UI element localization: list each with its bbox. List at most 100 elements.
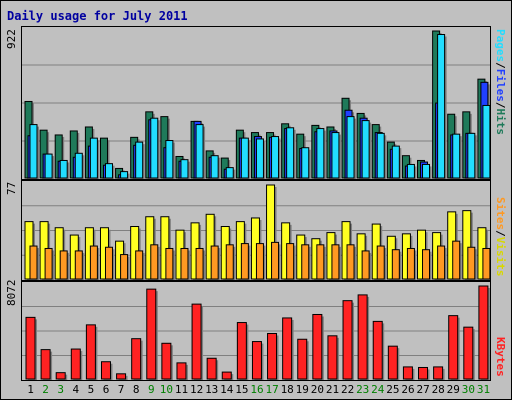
bar-sites (452, 240, 461, 280)
bar-kbytes (342, 300, 353, 380)
bar-sites (331, 244, 340, 280)
bar-kbytes (418, 366, 429, 380)
bar-hits (452, 133, 461, 179)
bar-kbytes (116, 373, 127, 380)
day-label: 25 (386, 383, 400, 396)
bar-sites (135, 250, 144, 280)
day-label: 4 (72, 383, 80, 396)
bar-sites (346, 244, 355, 280)
day-label: 24 (371, 383, 385, 396)
bar-hits (210, 155, 219, 179)
bar-hits (120, 171, 129, 179)
bar-sites (59, 250, 68, 280)
day-label: 18 (280, 383, 294, 396)
visits-y-max-label: 77 (5, 181, 18, 195)
bar-kbytes (463, 326, 474, 380)
bar-sites (225, 244, 234, 280)
bar-sites (437, 245, 446, 280)
bar-kbytes (25, 316, 36, 380)
bar-kbytes (161, 342, 172, 380)
bar-sites (391, 249, 400, 280)
bar-hits (135, 141, 144, 179)
day-label: 29 (446, 383, 460, 396)
bar-kbytes (282, 317, 293, 380)
day-label: 16 (250, 383, 264, 396)
day-label: 2 (42, 383, 49, 396)
hits-plot (22, 30, 490, 179)
day-label: 28 (431, 383, 445, 396)
bar-sites (482, 247, 490, 280)
day-label: 7 (117, 383, 125, 396)
bar-hits (437, 34, 446, 179)
bar-sites (271, 241, 280, 280)
bar-kbytes (402, 366, 413, 380)
day-label: 31 (476, 383, 491, 396)
day-label: 20 (310, 383, 325, 396)
bar-hits (316, 128, 325, 179)
bar-hits (59, 159, 68, 179)
bar-kbytes (267, 332, 278, 380)
bar-kbytes (146, 288, 157, 380)
bar-kbytes (131, 338, 142, 380)
kbytes-plot (22, 285, 490, 380)
bar-hits (29, 124, 38, 179)
visits-panel (21, 180, 491, 281)
visits-plot (22, 184, 490, 280)
bar-sites (422, 249, 431, 280)
day-label: 10 (159, 383, 174, 396)
day-label: 6 (102, 383, 110, 396)
day-label: 19 (295, 383, 309, 396)
legend-hits: Hits (494, 108, 507, 136)
legend-pages: Pages (494, 29, 507, 63)
day-label: 17 (265, 383, 279, 396)
day-label: 23 (356, 383, 370, 396)
bar-hits (361, 120, 370, 179)
bar-kbytes (312, 313, 323, 380)
bar-sites (29, 245, 38, 280)
day-label: 15 (235, 383, 249, 396)
day-label: 21 (325, 383, 340, 396)
bar-kbytes (55, 372, 66, 380)
bar-hits (286, 127, 295, 179)
bar-kbytes (70, 348, 81, 380)
bar-sites (406, 247, 415, 280)
legend-separator: / (494, 62, 507, 69)
bar-hits (240, 137, 249, 179)
day-label: 14 (220, 383, 234, 396)
bar-hits (44, 153, 53, 179)
bar-sites (316, 244, 325, 280)
day-label: 30 (461, 383, 476, 396)
day-label: 3 (57, 383, 64, 396)
legend-visits: Visits (494, 236, 507, 277)
bar-hits (376, 132, 385, 179)
bar-sites (74, 250, 83, 280)
bar-sites (180, 247, 189, 280)
bar-hits (165, 140, 174, 179)
bar-kbytes (40, 349, 51, 380)
bar-kbytes (387, 345, 398, 380)
bar-sites (210, 245, 219, 280)
bar-hits (255, 138, 264, 179)
legend-separator: / (494, 101, 507, 109)
bar-hits (482, 104, 490, 179)
bar-hits (391, 145, 400, 179)
bar-kbytes (206, 357, 217, 380)
bar-sites (89, 245, 98, 280)
kbytes-y-max-label: 8072 (5, 279, 18, 307)
bar-kbytes (478, 285, 489, 380)
day-label: 9 (147, 383, 155, 396)
bar-kbytes (176, 362, 187, 380)
bar-sites (195, 247, 204, 280)
bar-kbytes (236, 322, 247, 380)
bar-hits (104, 163, 113, 179)
legend-sites: Sites (494, 197, 507, 231)
bar-kbytes (85, 324, 96, 380)
bar-kbytes (191, 303, 202, 380)
day-label: 5 (87, 383, 95, 396)
day-label: 1 (27, 383, 34, 396)
bar-hits (195, 124, 204, 179)
bar-hits (89, 137, 98, 179)
bar-hits (74, 152, 83, 179)
legend-separator: / (494, 230, 507, 237)
